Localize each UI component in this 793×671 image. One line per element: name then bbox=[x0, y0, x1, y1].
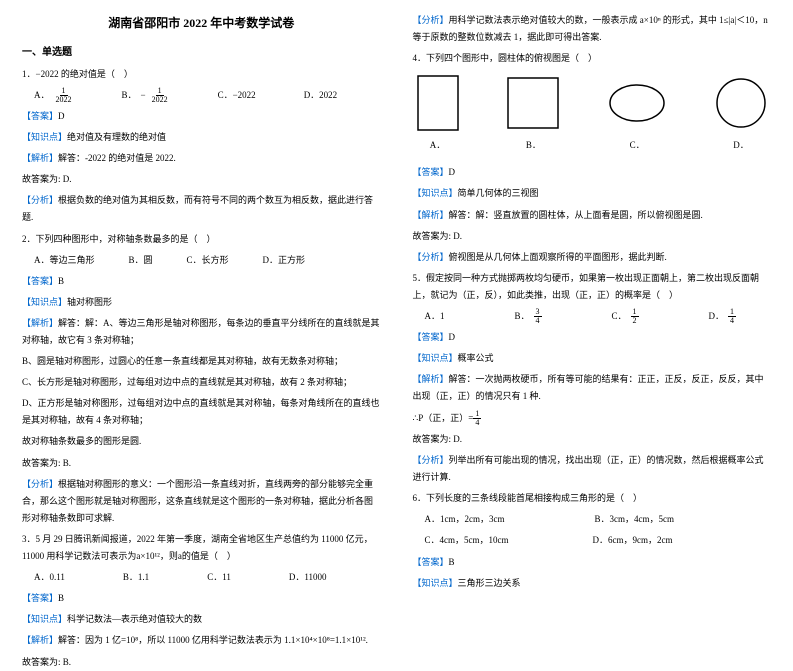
q1-answer: 【答案】D bbox=[22, 108, 381, 125]
q2-exp-b: B、圆是轴对称图形，过圆心的任意一条直线都是其对称轴，故有无数条对称轴； bbox=[22, 353, 381, 370]
q4-stem: 4．下列四个图形中，圆柱体的俯视图是（ ） bbox=[413, 50, 772, 67]
explain-label: 【解析】 bbox=[22, 153, 58, 163]
q6-stem: 6．下列长度的三条线段能首尾相接构成三角形的是（ ） bbox=[413, 490, 772, 507]
left-column: 湖南省邵阳市 2022 年中考数学试卷 一、单选题 1．−2022 的绝对值是（… bbox=[14, 12, 397, 549]
q6-answer: 【答案】B bbox=[413, 554, 772, 571]
exam-title: 湖南省邵阳市 2022 年中考数学试卷 bbox=[22, 12, 381, 35]
q1-explain: 【解析】解答：-2022 的绝对值是 2022. bbox=[22, 150, 381, 167]
q2-knowledge: 【知识点】轴对称图形 bbox=[22, 294, 381, 311]
q5-answer: 【答案】D bbox=[413, 329, 772, 346]
q1-opt-b: B．−12022 bbox=[122, 87, 170, 104]
q2-explain: 【解析】解答：解：A、等边三角形是轴对称图形，每条边的垂直平分线所在的直线就是其… bbox=[22, 315, 381, 349]
q6-knowledge: 【知识点】三角形三边关系 bbox=[413, 575, 772, 592]
q5-opt-b: B．34 bbox=[515, 308, 542, 325]
q5-opt-d: D．14 bbox=[709, 308, 737, 325]
right-column: 【分析】用科学记数法表示绝对值较大的数，一般表示成 a×10ⁿ 的形式，其中 1… bbox=[397, 12, 780, 549]
q5-explain: 【解析】解答：一次抛两枚硬币，所有等可能的结果有：正正，正反，反正，反反，其中出… bbox=[413, 371, 772, 405]
q6-opt-d: D．6cm，9cm，2cm bbox=[593, 532, 673, 549]
q1-opt-a: A．12022 bbox=[34, 87, 74, 104]
q1-opt-c: C．−2022 bbox=[218, 87, 256, 104]
q4-opt-b: B． bbox=[507, 75, 559, 154]
q3-knowledge: 【知识点】科学记数法—表示绝对值较大的数 bbox=[22, 611, 381, 628]
q3-opt-c: C．11 bbox=[207, 569, 231, 586]
q2-exp-d: D、正方形是轴对称图形，过每组对边中点的直线就是其对称轴，每条对角线所在的直线也… bbox=[22, 395, 381, 429]
q4-opt-d: D． bbox=[715, 75, 767, 154]
q1-knowledge: 【知识点】绝对值及有理数的绝对值 bbox=[22, 129, 381, 146]
q4-knowledge: 【知识点】简单几何体的三视图 bbox=[413, 185, 772, 202]
q3-answer: 【答案】B bbox=[22, 590, 381, 607]
square-icon bbox=[507, 75, 559, 131]
q3-options: A．0.11 B．1.1 C．11 D．11000 bbox=[34, 569, 381, 586]
q4-conclusion: 故答案为: D. bbox=[413, 228, 772, 245]
q6-opt-a: A．1cm，2cm，3cm bbox=[425, 511, 505, 528]
q6-options-1: A．1cm，2cm，3cm B．3cm，4cm，5cm bbox=[425, 511, 772, 528]
rectangle-icon bbox=[417, 75, 459, 131]
q3-opt-d: D．11000 bbox=[289, 569, 327, 586]
q5-explain2: ∴P（正，正）=14 bbox=[413, 410, 772, 427]
q5-opt-c: C．12 bbox=[612, 308, 639, 325]
q2-analysis: 【分析】根据轴对称图形的意义：一个图形沿一条直线对折，直线两旁的部分能够完全重合… bbox=[22, 476, 381, 527]
q4-answer: 【答案】D bbox=[413, 164, 772, 181]
q2-opt-a: A．等边三角形 bbox=[34, 252, 95, 269]
knowledge-label: 【知识点】 bbox=[22, 132, 67, 142]
q1-stem: 1．−2022 的绝对值是（ ） bbox=[22, 66, 381, 83]
q1-conclusion: 故答案为: D. bbox=[22, 171, 381, 188]
analysis-label: 【分析】 bbox=[22, 195, 58, 205]
q3-stem: 3．5 月 29 日腾讯新闻报道，2022 年第一季度，湖南全省地区生产总值约为… bbox=[22, 531, 381, 565]
q1-options: A．12022 B．−12022 C．−2022 D．2022 bbox=[34, 87, 381, 104]
q2-opt-d: D．正方形 bbox=[263, 252, 306, 269]
q3-analysis: 【分析】用科学记数法表示绝对值较大的数，一般表示成 a×10ⁿ 的形式，其中 1… bbox=[413, 12, 772, 46]
q4-graphics: A． B． C． D． bbox=[417, 75, 768, 154]
q5-knowledge: 【知识点】概率公式 bbox=[413, 350, 772, 367]
q6-opt-b: B．3cm，4cm，5cm bbox=[595, 511, 675, 528]
q4-opt-c: C． bbox=[608, 75, 666, 154]
section-heading: 一、单选题 bbox=[22, 43, 381, 62]
q4-opt-a: A． bbox=[417, 75, 459, 154]
q4-explain: 【解析】解答：解：竖直放置的圆柱体，从上面看是圆，所以俯视图是圆. bbox=[413, 207, 772, 224]
q1-opt-d: D．2022 bbox=[304, 87, 338, 104]
q1-analysis: 【分析】根据负数的绝对值为其相反数，而有符号不同的两个数互为相反数，据此进行答题… bbox=[22, 192, 381, 226]
q2-options: A．等边三角形 B．圆 C．长方形 D．正方形 bbox=[34, 252, 381, 269]
q3-opt-a: A．0.11 bbox=[34, 569, 65, 586]
q3-conclusion: 故答案为: B. bbox=[22, 654, 381, 671]
q2-stem: 2．下列四种图形中，对称轴条数最多的是（ ） bbox=[22, 231, 381, 248]
q5-stem: 5．假定按同一种方式抛掷两枚均匀硬币，如果第一枚出现正面朝上，第二枚出现反面朝上… bbox=[413, 270, 772, 304]
q5-options: A．1 B．34 C．12 D．14 bbox=[425, 308, 772, 325]
answer-label: 【答案】 bbox=[22, 111, 58, 121]
ellipse-icon bbox=[608, 75, 666, 131]
q5-analysis: 【分析】列举出所有可能出现的情况，找出出现（正，正）的情况数，然后根据概率公式进… bbox=[413, 452, 772, 486]
q6-options-2: C．4cm，5cm，10cm D．6cm，9cm，2cm bbox=[425, 532, 772, 549]
circle-icon bbox=[715, 75, 767, 131]
q5-conclusion: 故答案为: D. bbox=[413, 431, 772, 448]
q5-opt-a: A．1 bbox=[425, 308, 445, 325]
q2-exp-concl: 故对称轴条数最多的图形是圆. bbox=[22, 433, 381, 450]
q3-explain: 【解析】解答：因为 1 亿=10⁸，所以 11000 亿用科学记数法表示为 1.… bbox=[22, 632, 381, 649]
q2-answer: 【答案】B bbox=[22, 273, 381, 290]
q2-conclusion: 故答案为: B. bbox=[22, 455, 381, 472]
q2-exp-c: C、长方形是轴对称图形，过每组对边中点的直线就是其对称轴，故有 2 条对称轴； bbox=[22, 374, 381, 391]
q4-analysis: 【分析】俯视图是从几何体上面观察所得的平面图形，据此判断. bbox=[413, 249, 772, 266]
q2-opt-b: B．圆 bbox=[129, 252, 153, 269]
q2-opt-c: C．长方形 bbox=[187, 252, 229, 269]
q6-opt-c: C．4cm，5cm，10cm bbox=[425, 532, 509, 549]
q3-opt-b: B．1.1 bbox=[123, 569, 149, 586]
